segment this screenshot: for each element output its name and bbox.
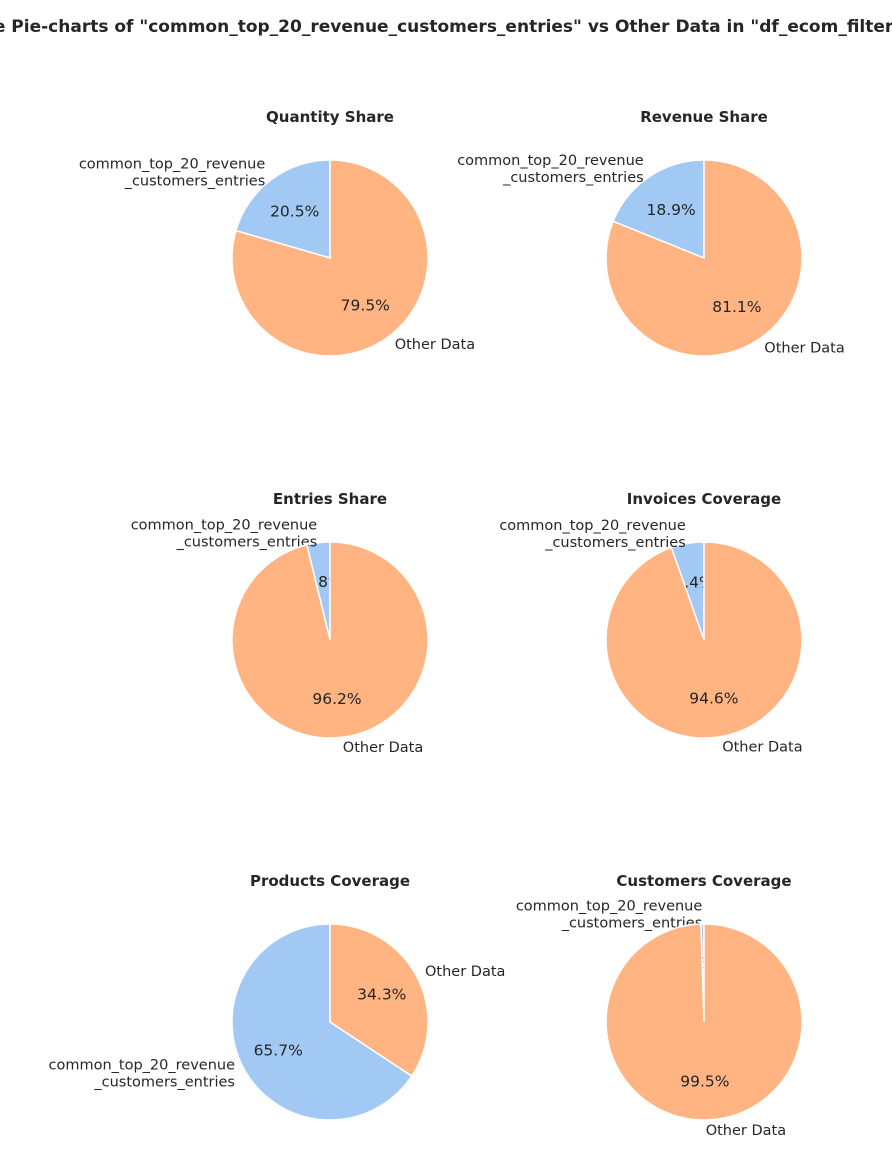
pie-title: Revenue Share [640,108,768,126]
pie-slice-subset [231,923,413,1121]
pie-chart-products-coverage: Products Coverage 65.7% common_top_20_reve… [49,872,505,1121]
pie-category-label: common_top_20_revenue _customers_entries [79,156,266,189]
pie-percent-label: 34.3% [357,986,406,1004]
pie-slice-other [605,541,803,739]
pie-category-label: Other Data [722,739,802,755]
pie-slice-other [231,541,429,739]
pie-category-label: Other Data [764,340,844,356]
pie-slice-other [605,159,803,357]
pie-chart-revenue-share: Revenue Share 18.9%common_top_20_revenue _… [457,108,845,357]
pie-percent-label: 65.7% [254,1041,303,1059]
pie-category-label: common_top_20_revenue _customers_entries [49,1058,236,1091]
pie-percent-label: 20.5% [270,203,319,221]
pie-category-label: Other Data [395,337,475,353]
pie-percent-label: 18.9% [646,201,695,219]
pie-percent-label: 96.2% [312,690,361,708]
pie-percent-label: 79.5% [341,297,390,315]
pie-title: Customers Coverage [616,872,791,890]
pie-percent-label: 81.1% [712,298,761,316]
pie-chart-customers-coverage: Customers Coverage0.5%common_top_20_reve… [516,872,803,1139]
pie-slice-other [329,923,429,1078]
pie-category-label: common_top_20_revenue _customers_entries [457,153,644,186]
pie-chart-invoices-coverage: Invoices Coverage5.4%common_top_20_reven… [499,490,803,755]
pie-category-label: common_top_20_revenue _customers_entries [516,899,703,932]
pie-percent-label: 94.6% [689,690,738,708]
pie-slice-subset [234,159,331,259]
pie-category-label: Other Data [706,1123,786,1139]
pie-category-label: common_top_20_revenue _customers_entries [131,518,318,551]
pie-slice-other [231,159,429,357]
pie-slice-other [605,923,803,1121]
pie-category-label: Other Data [425,964,505,980]
pie-percent-label: 99.5% [680,1072,729,1090]
pie-slice-subset [612,159,705,260]
pie-chart-quantity-share: Quantity Share 20.5%common_top_20_revenue… [79,108,475,357]
pie-category-label: Other Data [343,740,423,756]
pie-category-label: common_top_20_revenue _customers_entries [499,518,686,551]
figure-title: The Pie-charts of "common_top_20_revenue… [0,17,892,37]
pie-title: Products Coverage [250,872,410,890]
pie-title: Quantity Share [266,108,394,126]
pie-title: Entries Share [273,490,387,508]
pie-title: Invoices Coverage [627,490,781,508]
charts-grid: Quantity Share20.5%common_top_20_revenue… [49,108,845,1139]
